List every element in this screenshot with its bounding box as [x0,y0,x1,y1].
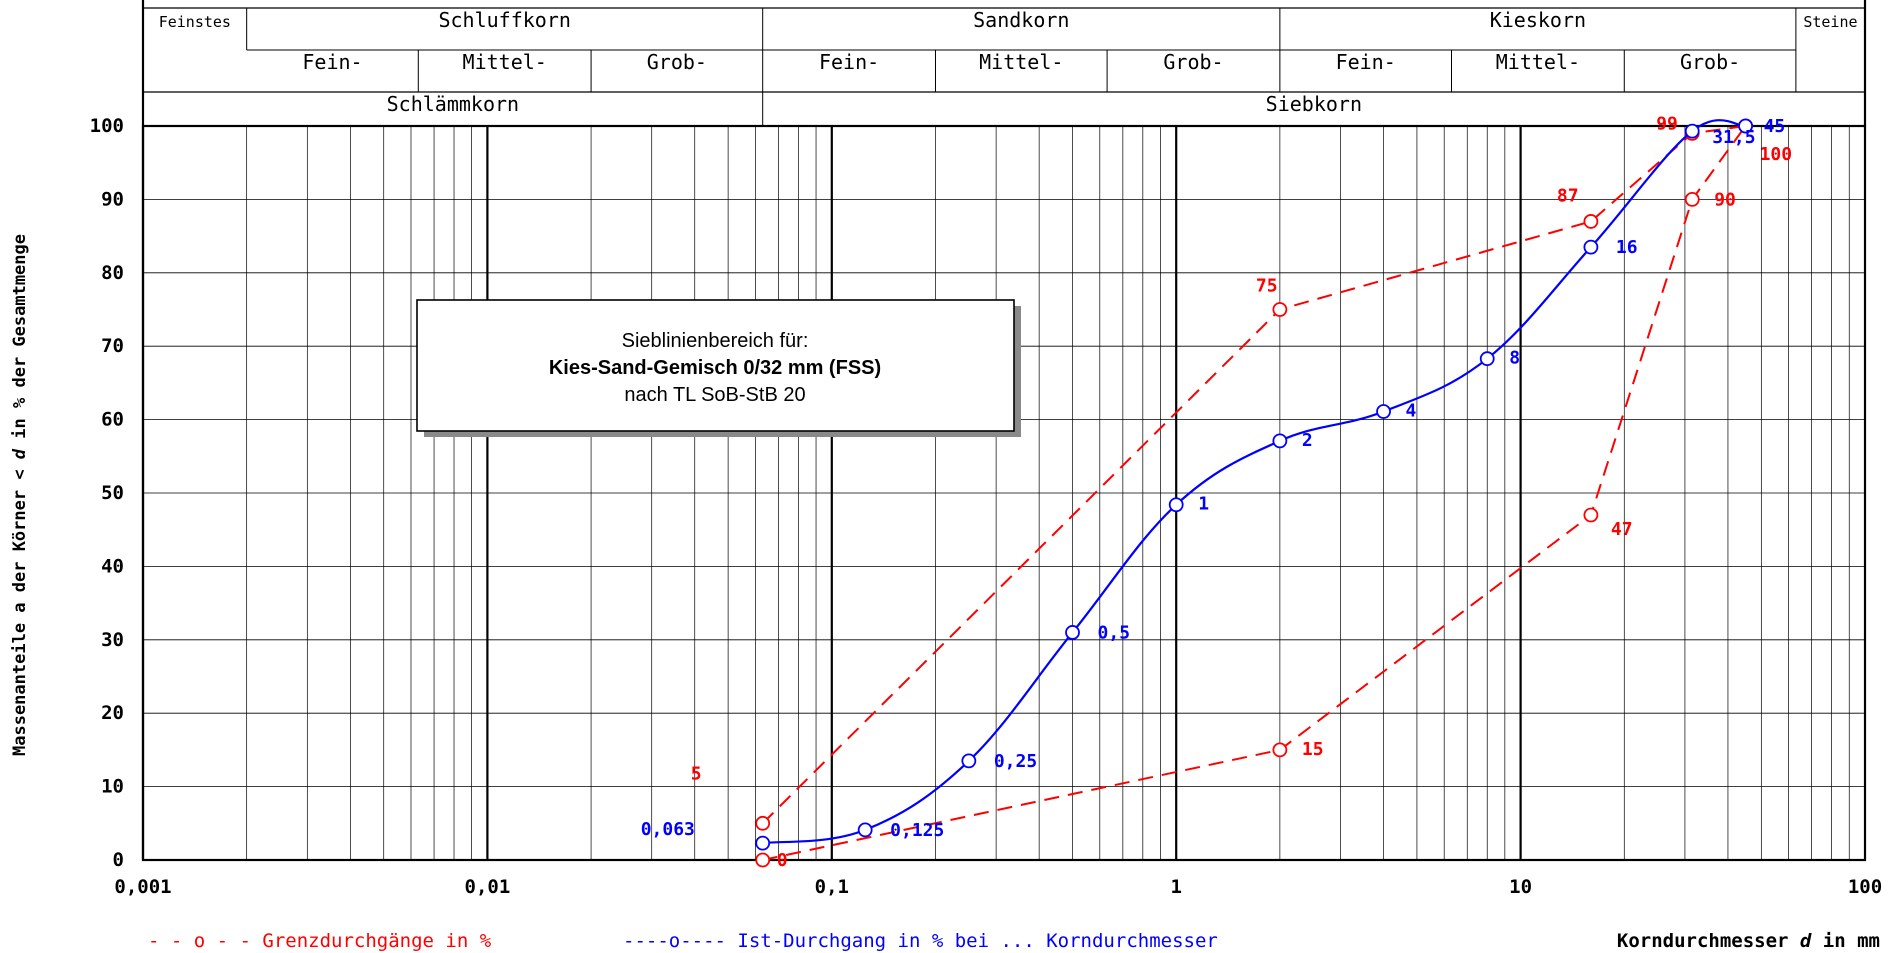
y-tick-label: 100 [90,115,124,137]
header-sub-class-label: Fein- [819,50,879,74]
plot-frame [141,124,1867,862]
lower-limit-point-label: 47 [1611,519,1633,540]
x-tick-label: 10 [1509,876,1532,898]
actual-point-label: 16 [1616,237,1638,258]
actual-point-label: 1 [1198,494,1209,515]
annotation-box: Sieblinienbereich für: Kies-Sand-Gemisch… [416,299,1021,437]
actual-point [1684,123,1700,139]
lower-limit-point-label: 100 [1760,144,1793,165]
actual-point [1479,351,1495,367]
header-main-class-label: Schluffkorn [438,8,570,32]
header-sub-class-label: Mittel- [463,50,547,74]
actual-point [1583,239,1599,255]
lower-limit-point [1684,191,1700,207]
x-tick-label: 1 [1170,876,1181,898]
upper-limit-point [755,815,771,831]
lower-limit-point [1583,507,1599,523]
actual-point [857,822,873,838]
actual-point-label: 0,5 [1098,622,1131,643]
upper-limit-line [761,125,1746,825]
annotation-line-1: Sieblinienbereich für: [622,330,809,352]
actual-point-label: 8 [1509,348,1520,369]
lower-limit-point-label: 0 [777,850,788,871]
soil-class-header-table: Feinstes Schluffkorn Sandkorn Kieskorn Stein… [141,0,1867,126]
upper-limit-point-label: 75 [1256,276,1278,297]
upper-limit-point-label: 87 [1557,185,1579,206]
actual-point-label: 45 [1764,116,1786,137]
y-tick-label: 80 [101,262,124,284]
upper-limit-point [1272,302,1288,317]
actual-point [961,753,977,769]
header-background [143,8,1865,126]
header-sub-class-label: Fein- [302,50,362,74]
actual-point-label: 4 [1406,401,1417,422]
legend-ist: ----o---- Ist-Durchgang in % bei ... Kor… [623,930,1218,952]
actual-line [762,119,1746,845]
upper-limit-point-label: 5 [691,763,702,784]
actual-point [1376,404,1391,419]
x-tick-label: 0,1 [815,876,849,898]
annotation-line-2: Kies-Sand-Gemisch 0/32 mm (FSS) [549,357,881,379]
actual-point-label: 0,25 [994,751,1037,772]
point-labels-layer: 5 75 87 99 0 15 47 90 100 0,063 0,125 0,25 0,5 1 2 4 8 16… [641,113,1792,871]
actual-point [1168,497,1184,513]
actual-point-label: 0,125 [890,820,944,841]
y-tick-label: 10 [101,776,124,798]
actual-point [1065,625,1080,640]
header-main-class-label: Feinstes [159,13,231,31]
x-tick-label: 0,001 [114,876,171,898]
x-tick-label: 100 [1848,876,1882,898]
y-tick-label: 0 [113,849,124,871]
header-sub-class-label: Fein- [1336,50,1396,74]
header-sub-class-label: Grob- [647,50,707,74]
y-tick-label: 20 [101,702,124,724]
annotation-line-3: nach TL SoB-StB 20 [624,384,805,406]
upper-limit-point [1583,214,1599,229]
header-sub-class-label: Grob- [1680,50,1740,74]
header-method-label: Siebkorn [1266,92,1362,116]
lower-limit-point [755,852,771,868]
y-tick-label: 50 [101,482,124,504]
actual-point-label: 0,063 [641,819,695,840]
lower-limit-point [1272,742,1288,758]
header-main-class-label: Kieskorn [1490,8,1586,32]
annotation-box-frame [416,299,1015,432]
x-axis-label: Korndurchmesser d in mm [1617,930,1880,952]
actual-point [755,835,771,851]
lower-limit-point-label: 90 [1714,189,1736,210]
header-main-class-label: Sandkorn [973,8,1069,32]
y-tick-label: 60 [101,409,124,431]
y-axis-label: Massenanteile a der Körner < d in % der … [10,234,30,756]
legend: - - o - - Grenzdurchgänge in % ----o----… [148,930,1218,952]
header-method-label: Schlämmkorn [387,92,519,116]
actual-point [1738,118,1753,134]
y-tick-label: 90 [101,188,124,210]
grid [141,125,1865,861]
upper-limit-point-label: 99 [1656,113,1678,134]
header-main-class-label: Steine [1803,13,1857,31]
y-tick-label: 70 [101,335,124,357]
series-layer [755,118,1753,868]
y-tick-label: 40 [101,555,124,577]
header-sub-class-label: Mittel- [979,50,1063,74]
y-tick-label: 30 [101,629,124,651]
header-sub-class-label: Mittel- [1496,50,1580,74]
actual-point-label: 2 [1302,430,1313,451]
actual-point [1272,433,1288,449]
lower-limit-point-label: 15 [1302,739,1324,760]
header-sub-class-label: Grob- [1163,50,1223,74]
actual-point-label: 31,5 [1712,127,1755,148]
x-tick-label: 0,01 [465,876,511,898]
legend-grenz: - - o - - Grenzdurchgänge in % [148,930,492,952]
